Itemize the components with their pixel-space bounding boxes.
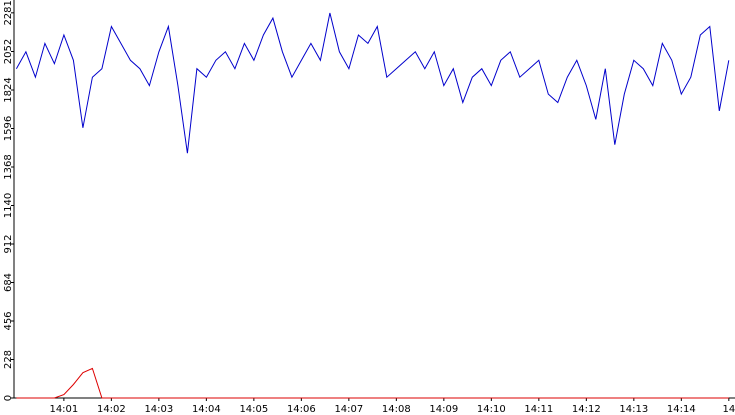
x-tick-label: 14:04	[192, 404, 221, 415]
y-tick-label: 912	[3, 234, 14, 253]
y-tick-label: 684	[3, 273, 14, 292]
x-tick-label: 14:02	[97, 404, 126, 415]
x-tick-label: 14:13	[619, 404, 648, 415]
x-tick-label: 14:12	[572, 404, 601, 415]
y-tick-label: 0	[3, 395, 14, 401]
x-tick-label: 14:03	[144, 404, 173, 415]
x-tick-label: 14	[722, 404, 735, 415]
y-tick-label: 2281	[3, 0, 14, 25]
y-tick-label: 2052	[3, 39, 14, 64]
y-tick-label: 456	[3, 311, 14, 330]
y-tick-label: 1368	[3, 154, 14, 179]
y-tick-label: 1596	[3, 116, 14, 141]
x-tick-label: 14:01	[49, 404, 78, 415]
x-tick-label: 14:14	[667, 404, 696, 415]
x-tick-label: 14:07	[334, 404, 363, 415]
y-tick-label: 228	[3, 350, 14, 369]
series-line	[16, 367, 729, 399]
x-tick-label: 14:09	[429, 404, 458, 415]
x-tick-label: 14:05	[239, 404, 268, 415]
x-tick-label: 14:08	[382, 404, 411, 415]
series-line	[15, 12, 730, 154]
y-tick-label: 1140	[3, 193, 14, 218]
x-tick-label: 14:06	[287, 404, 316, 415]
x-tick-label: 14:10	[477, 404, 506, 415]
y-tick-label: 1824	[3, 77, 14, 102]
x-tick-label: 14:11	[524, 404, 553, 415]
